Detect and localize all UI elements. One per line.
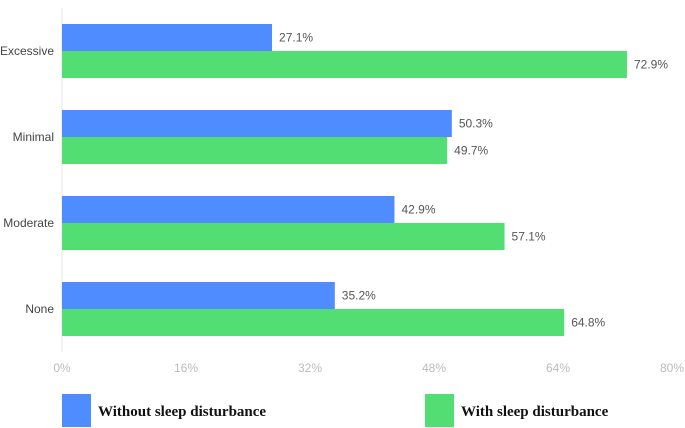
bar-moderate-with-sleep-disturbance [62, 223, 505, 250]
bar-minimal-without-sleep-disturbance [62, 110, 452, 137]
value-label-minimal-with-sleep-disturbance: 49.7% [454, 144, 488, 158]
bar-excessive-without-sleep-disturbance [62, 24, 273, 51]
legend-swatch-without-sleep-disturbance [62, 394, 91, 427]
value-label-minimal-without-sleep-disturbance: 50.3% [459, 117, 493, 131]
x-tick-label-32: 32% [298, 361, 322, 375]
value-label-none-with-sleep-disturbance: 64.8% [571, 316, 605, 330]
value-label-moderate-without-sleep-disturbance: 42.9% [401, 203, 435, 217]
bar-excessive-with-sleep-disturbance [62, 51, 627, 78]
legend-swatch-with-sleep-disturbance [425, 394, 454, 427]
x-tick-label-80: 80% [660, 361, 684, 375]
bar-none-with-sleep-disturbance [62, 309, 565, 336]
bars-group: 27.1% 72.9% 50.3% 49.7% 42.9% 57.1% 35.2% 64.8% [62, 24, 668, 336]
category-label-minimal: Minimal [13, 130, 54, 144]
value-label-moderate-with-sleep-disturbance: 57.1% [512, 230, 546, 244]
legend-label-with-sleep-disturbance: With sleep disturbance [461, 404, 609, 420]
bar-none-without-sleep-disturbance [62, 282, 335, 309]
legend: Without sleep disturbance With sleep dis… [62, 394, 609, 427]
x-tick-label-16: 16% [174, 361, 198, 375]
bar-moderate-without-sleep-disturbance [62, 196, 395, 223]
value-label-none-without-sleep-disturbance: 35.2% [342, 289, 376, 303]
x-tick-label-0: 0% [53, 361, 71, 375]
bar-minimal-with-sleep-disturbance [62, 137, 448, 164]
value-label-excessive-without-sleep-disturbance: 27.1% [279, 31, 313, 45]
category-label-moderate: Moderate [3, 216, 54, 230]
value-label-excessive-with-sleep-disturbance: 72.9% [634, 58, 668, 72]
legend-label-without-sleep-disturbance: Without sleep disturbance [98, 404, 266, 420]
category-labels: Excessive Minimal Moderate None [0, 44, 54, 316]
category-label-none: None [25, 302, 54, 316]
category-label-excessive: Excessive [0, 44, 54, 58]
x-tick-label-64: 64% [546, 361, 570, 375]
x-axis-ticks: 0% 16% 32% 48% 64% 80% [53, 361, 684, 375]
x-tick-label-48: 48% [422, 361, 446, 375]
